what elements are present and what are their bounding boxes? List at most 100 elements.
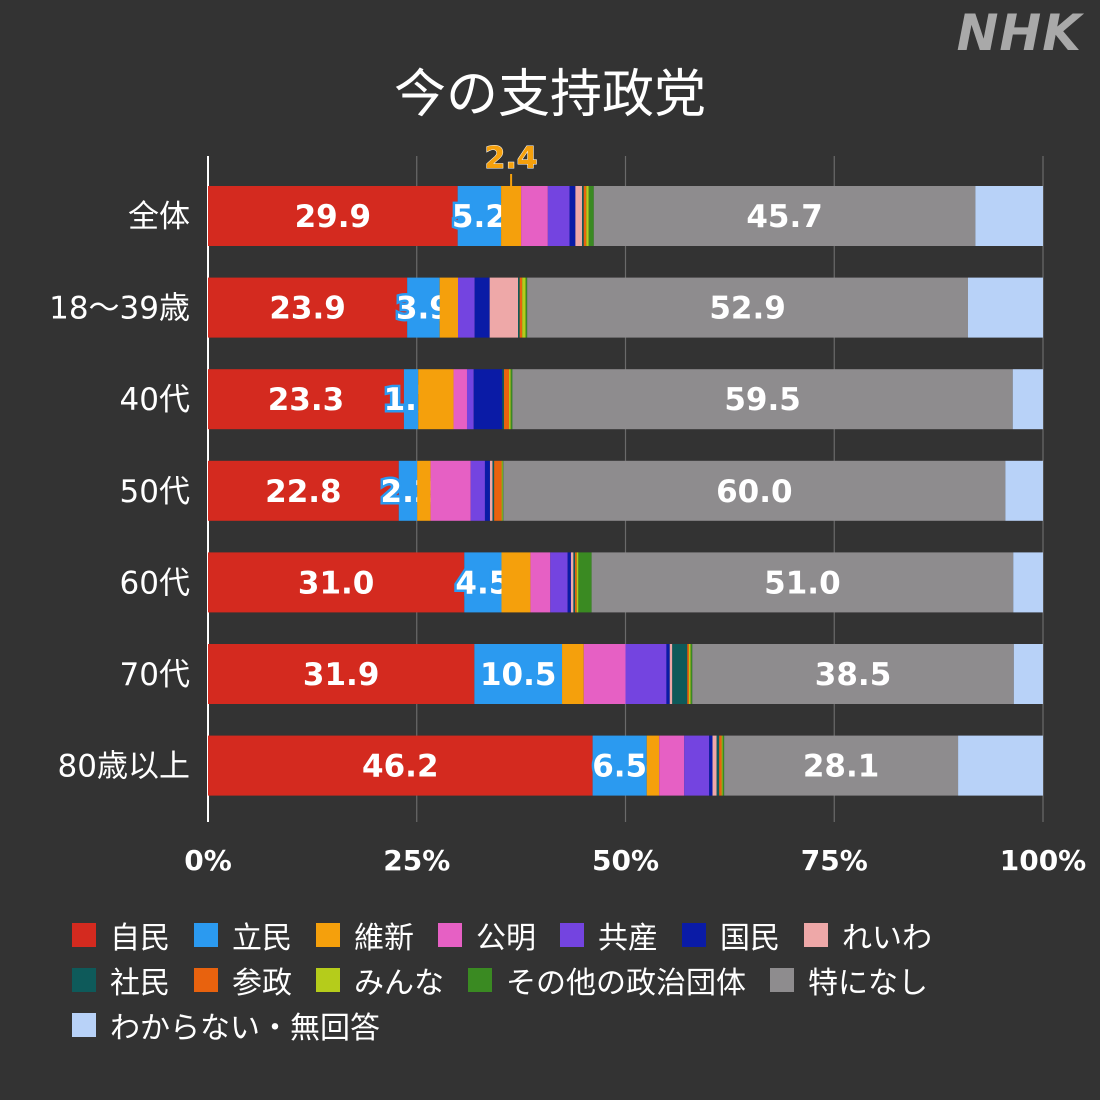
x-tick-label: 0%: [184, 844, 232, 877]
legend-item: 参政: [194, 958, 292, 1002]
bar-segment: [672, 644, 688, 704]
bar-segment: [669, 644, 673, 704]
legend-swatch: [438, 922, 462, 947]
legend-row: わからない・無回答: [72, 1002, 1072, 1047]
bar-segment: [569, 186, 576, 246]
legend-label: 公明: [476, 920, 536, 956]
legend-label: わからない・無回答: [110, 1010, 380, 1046]
bar-segment: [591, 552, 1014, 613]
bar-segment: [503, 460, 1006, 521]
data-label: 59.5: [724, 382, 801, 418]
data-label: 38.5: [815, 657, 892, 693]
bar-segment: [582, 186, 584, 246]
bar-segment: [593, 186, 976, 246]
bar-segment: [666, 644, 670, 704]
bar-segment: [208, 644, 475, 704]
bar-segment: [457, 186, 502, 246]
legend-label: 参政: [232, 965, 292, 1001]
bar-segment: [407, 277, 440, 338]
bar-segment: [687, 644, 689, 704]
x-tick-label: 75%: [801, 844, 868, 877]
bar-segment: [588, 186, 594, 246]
legend-swatch: [770, 967, 794, 992]
bar-segment: [690, 644, 693, 704]
category-label: 80歳以上: [58, 749, 190, 785]
legend-swatch: [316, 922, 340, 947]
bar-segment: [208, 552, 465, 613]
bar-segment: [659, 735, 685, 796]
legend-item: 特になし: [770, 958, 928, 1002]
bar-segment: [509, 369, 511, 430]
legend-swatch: [72, 922, 96, 947]
bar-segment: [1012, 369, 1043, 430]
bar-segment: [578, 552, 592, 613]
legend-label: みんな: [354, 965, 444, 1001]
bar-segment: [1005, 460, 1043, 521]
bar-segment: [968, 277, 1043, 338]
bar-segment: [684, 735, 710, 796]
category-label: 60代: [120, 565, 190, 601]
bar-segment: [470, 460, 485, 521]
category-label: 40代: [120, 382, 190, 418]
bar-segment: [208, 460, 399, 521]
data-label: 23.9: [269, 291, 346, 327]
bar-segment: [474, 277, 490, 338]
bar-segment: [692, 644, 1014, 704]
bar-segment: [570, 552, 574, 613]
legend-label: 自民: [110, 920, 170, 956]
legend-label: 社民: [110, 965, 170, 1001]
data-label: 52.9: [709, 291, 786, 327]
legend-item: 維新: [316, 913, 414, 957]
bar-segment: [418, 369, 454, 430]
data-label: 23.3: [268, 382, 345, 418]
data-label: 45.7: [746, 199, 823, 235]
bar-segment: [502, 369, 504, 430]
bar-segment: [547, 186, 570, 246]
bar-segment: [512, 369, 1013, 430]
bar-segment: [489, 277, 518, 338]
legend-item: れいわ: [804, 913, 932, 957]
bar-segment: [519, 277, 523, 338]
data-label: 31.9: [303, 657, 380, 693]
bar-segment: [484, 460, 490, 521]
bar-segment: [525, 277, 528, 338]
data-label: 6.5: [592, 749, 647, 785]
legend-label: 共産: [598, 920, 658, 956]
legend-row: 自民 立民 維新 公明 共産 国民 れいわ: [72, 912, 1072, 957]
legend-label: れいわ: [842, 920, 932, 956]
bar-segment: [492, 460, 495, 521]
bar-segment: [583, 186, 587, 246]
category-label: 全体: [128, 199, 190, 235]
bar-segment: [474, 644, 563, 704]
bar-segment: [575, 186, 583, 246]
bar-segment: [567, 552, 571, 613]
bar-segment: [464, 552, 502, 613]
legend-swatch: [682, 922, 706, 947]
legend-row: 社民 参政 みんな その他の政治団体 特になし: [72, 957, 1072, 1002]
stacked-bar-chart: 0% 25% 50% 75% 100% 全体 29.9 5.2 2.4 45.7 18〜39歳 23.…: [49, 141, 1086, 878]
bar-segment: [716, 735, 720, 796]
bar-segment: [522, 277, 526, 338]
bar-segment: [583, 644, 626, 704]
legend-item: みんな: [316, 958, 444, 1002]
bar-segment: [709, 735, 713, 796]
bar-segment: [722, 735, 725, 796]
bar-segment: [510, 369, 513, 430]
data-label: 51.0: [764, 565, 841, 601]
data-label: 10.5: [480, 657, 557, 693]
data-label: 29.9: [295, 199, 372, 235]
legend-label: 立民: [232, 920, 292, 956]
bar-segment: [501, 460, 503, 521]
legend-item: わからない・無回答: [72, 1003, 380, 1047]
bar-segment: [586, 186, 589, 246]
bar-segment: [575, 552, 577, 613]
bar-segment: [592, 735, 647, 796]
bar-segment: [208, 369, 404, 430]
data-label: 5.2: [452, 199, 507, 235]
x-tick-label: 25%: [383, 844, 450, 877]
legend-item: 自民: [72, 913, 170, 957]
bar-segment: [625, 644, 667, 704]
legend: 自民 立民 維新 公明 共産 国民 れいわ 社民 参政 みんな その他の政治団体 特になし わからな…: [72, 912, 1072, 1047]
bar-segment: [521, 186, 548, 246]
data-label: 28.1: [803, 749, 880, 785]
